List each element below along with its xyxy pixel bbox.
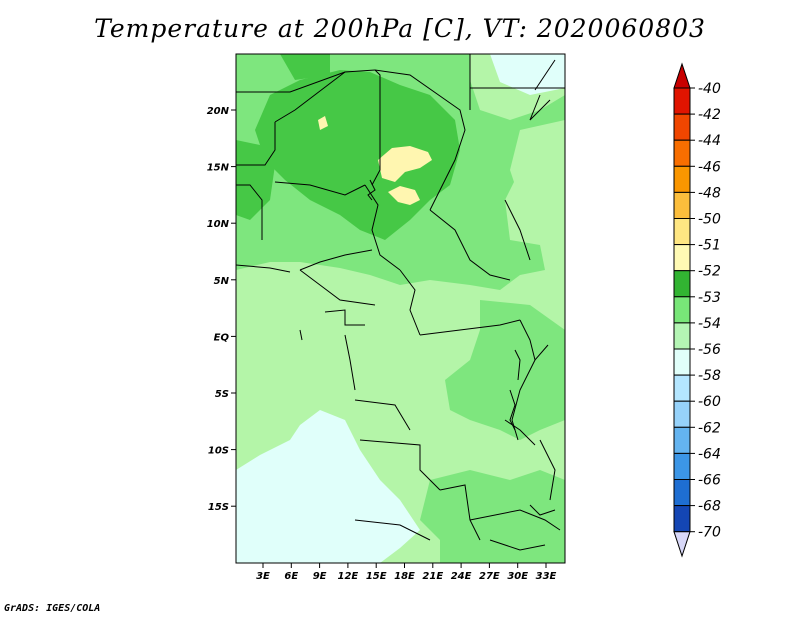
colorbar-label: -42 [698,107,721,123]
colorbar-segment [673,165,691,193]
lon-tick-label: 3E [256,571,270,582]
lat-tick-label: 15N [207,163,230,174]
colorbar-label: -40 [698,81,721,97]
field-c56-sw [236,410,420,563]
map-title: Temperature at 200hPa [C], VT: 202006080… [94,14,706,43]
lat-tick-label: 5S [215,389,229,400]
colorbar-label: -54 [698,316,721,332]
colorbar-label: -64 [698,446,721,462]
colorbar-segment [673,400,691,428]
lat-tick-label: 5N [214,276,230,287]
colorbar-segment [673,374,691,402]
lat-tick-label: 10N [207,219,230,230]
lon-tick-label: 6E [284,571,298,582]
lon-tick-label: 15E [366,571,387,582]
colorbar-segment [673,218,691,246]
colorbar-label: -60 [698,394,721,410]
lon-tick-label: 12E [338,571,359,582]
field-warm-1 [378,146,432,182]
colorbar-segment [673,479,691,507]
colorbar-label: -70 [698,525,721,541]
colorbar-segment [673,452,691,480]
country-borders [236,54,565,551]
colorbar-label: -68 [698,499,721,515]
colorbar-label: -46 [698,159,721,175]
colorbar-label: -53 [698,290,721,306]
colorbar-label: -58 [698,368,721,384]
lat-tick-label: EQ [214,332,230,343]
colorbar-top-arrow [673,62,691,89]
colorbar-segment [673,270,691,298]
lon-tick-label: 24E [451,571,472,582]
colorbar-label: -56 [698,342,721,358]
lat-tick-label: 15S [208,502,229,513]
colorbar-label: -44 [698,133,721,149]
field-c54-e [510,120,565,255]
grads-credit: GrADS: IGES/COLA [4,603,101,614]
colorbar-segment [673,113,691,141]
lon-tick-label: 21E [422,571,443,582]
field-c52-west [236,140,275,220]
colorbar-segment [673,426,691,454]
colorbar-segment [673,191,691,219]
colorbar-label: -62 [698,420,721,436]
field-c52-nw [280,54,330,80]
lon-tick-label: 33E [536,571,557,582]
colorbar-bottom-arrow [673,531,691,558]
field-warm-2 [388,186,420,205]
colorbar-label: -50 [698,212,721,228]
field-c56-ne [490,54,565,95]
colorbar-segment [673,505,691,533]
field-warm-3 [318,116,328,130]
lon-tick-label: 30E [507,571,528,582]
map-panel[interactable] [236,54,565,563]
colorbar-label: -52 [698,264,721,280]
colorbar-segment [673,87,691,115]
colorbar-segment [673,348,691,376]
lon-tick-label: 9E [313,571,327,582]
colorbar-label: -48 [698,185,721,201]
colorbar-segment [673,322,691,350]
lon-tick-label: 18E [394,571,415,582]
colorbar-segment [673,296,691,324]
lat-tick-label: 20N [207,106,230,117]
lat-axis: 20N 15N 10N 5N EQ 5S 10S 15S [207,106,236,513]
colorbar-segment [673,139,691,167]
colorbar-segment [673,244,691,272]
field-c53-east [445,300,565,440]
lon-tick-label: 27E [479,571,500,582]
lon-axis: 3E 6E 9E 12E 15E 18E 21E 24E 27E 30E 33E [256,563,557,582]
colorbar-label: -51 [698,238,721,254]
colorbar-label: -66 [698,473,721,489]
map-frame [235,53,566,564]
colorbar: -40 -42 -44 -46 -48 -50 -51 -52 -53 -54 -56 -58 -60 -… [673,62,721,558]
field-c53-south [440,495,490,563]
lat-tick-label: 10S [208,446,229,457]
